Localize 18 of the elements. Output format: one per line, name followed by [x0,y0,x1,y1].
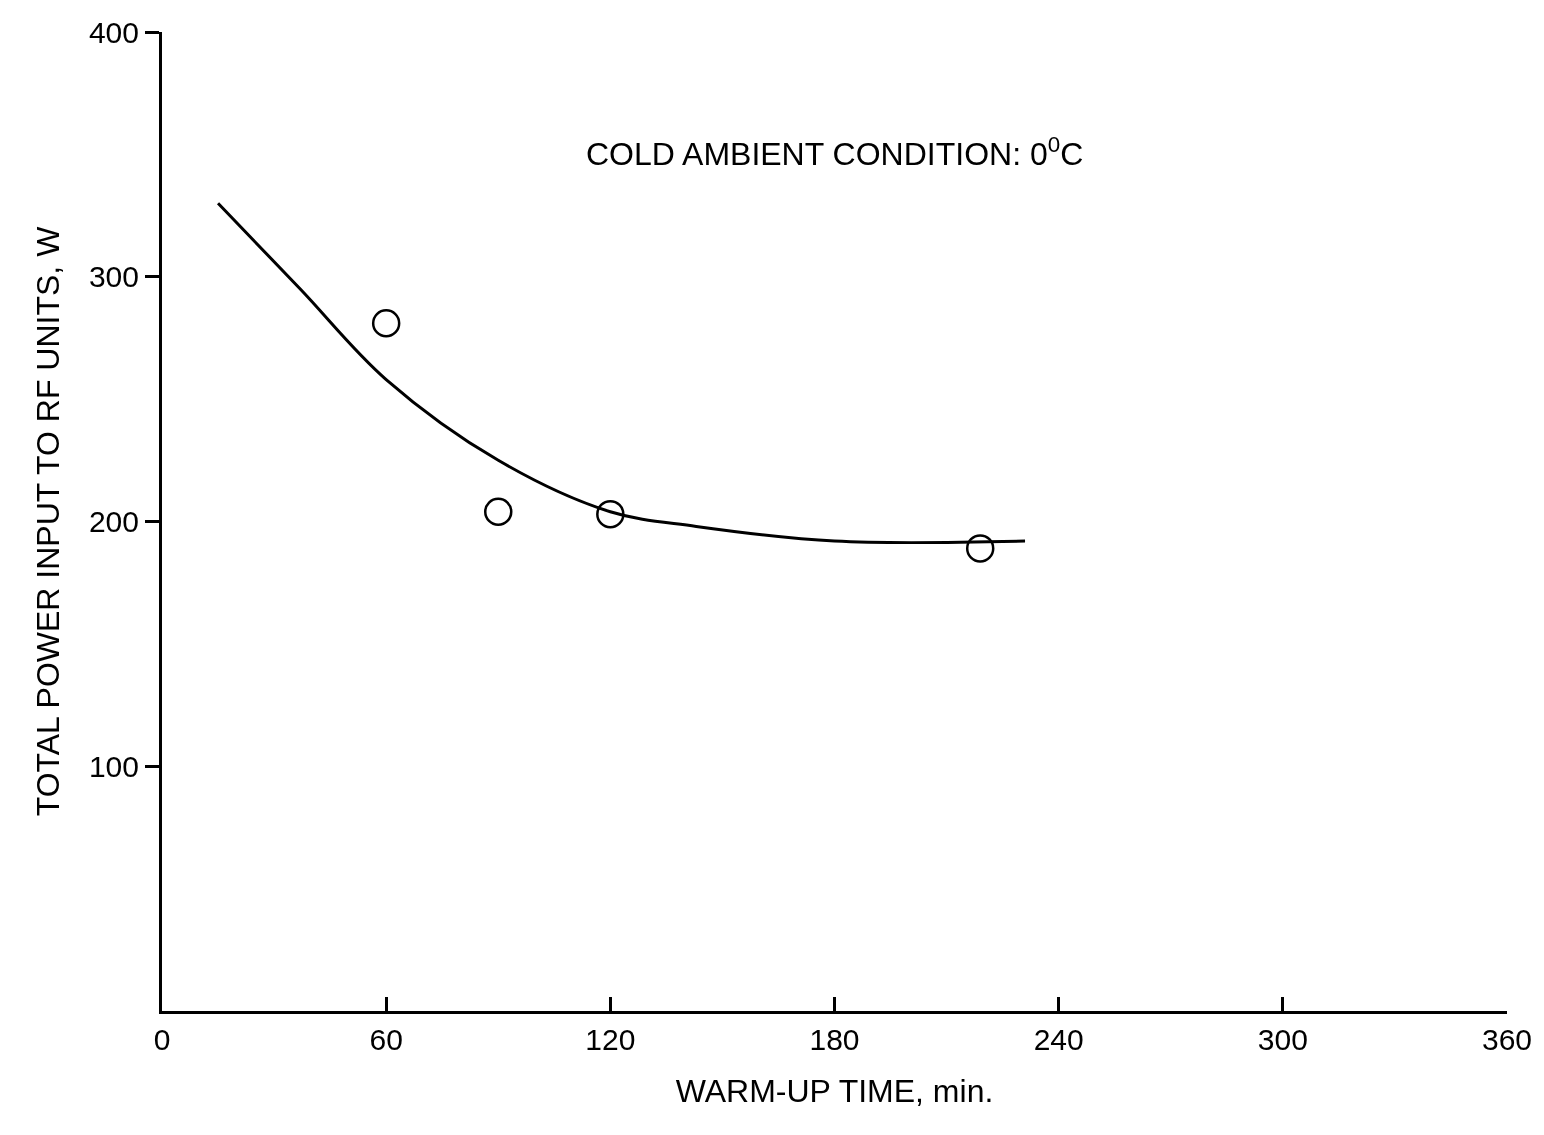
x-tick-label: 0 [153,1023,171,1056]
x-tick-label: 300 [1257,1023,1308,1056]
y-tick-label: 100 [88,749,139,783]
y-tick-label: 300 [88,260,139,294]
point [965,534,995,563]
x-tick-label: 180 [809,1023,860,1056]
x-tick-label: 60 [369,1023,403,1056]
annotation: COLD AMBIENT CONDITION: 0$^{0}$C [586,132,1084,173]
point [371,309,401,338]
x-tick-label: 120 [585,1023,636,1056]
point [484,497,513,526]
x-axis-title: WARM-UP TIME, min. [675,1072,994,1109]
x-tick-label: 360 [1481,1023,1533,1056]
y-tick-label: 200 [88,505,139,538]
point [596,499,625,529]
y-axis-title: TOTAL POWER INPUT TO RF UNITS, W [30,225,67,817]
x-tick-label: 240 [1033,1023,1084,1056]
y-tick-label: 400 [88,15,139,49]
